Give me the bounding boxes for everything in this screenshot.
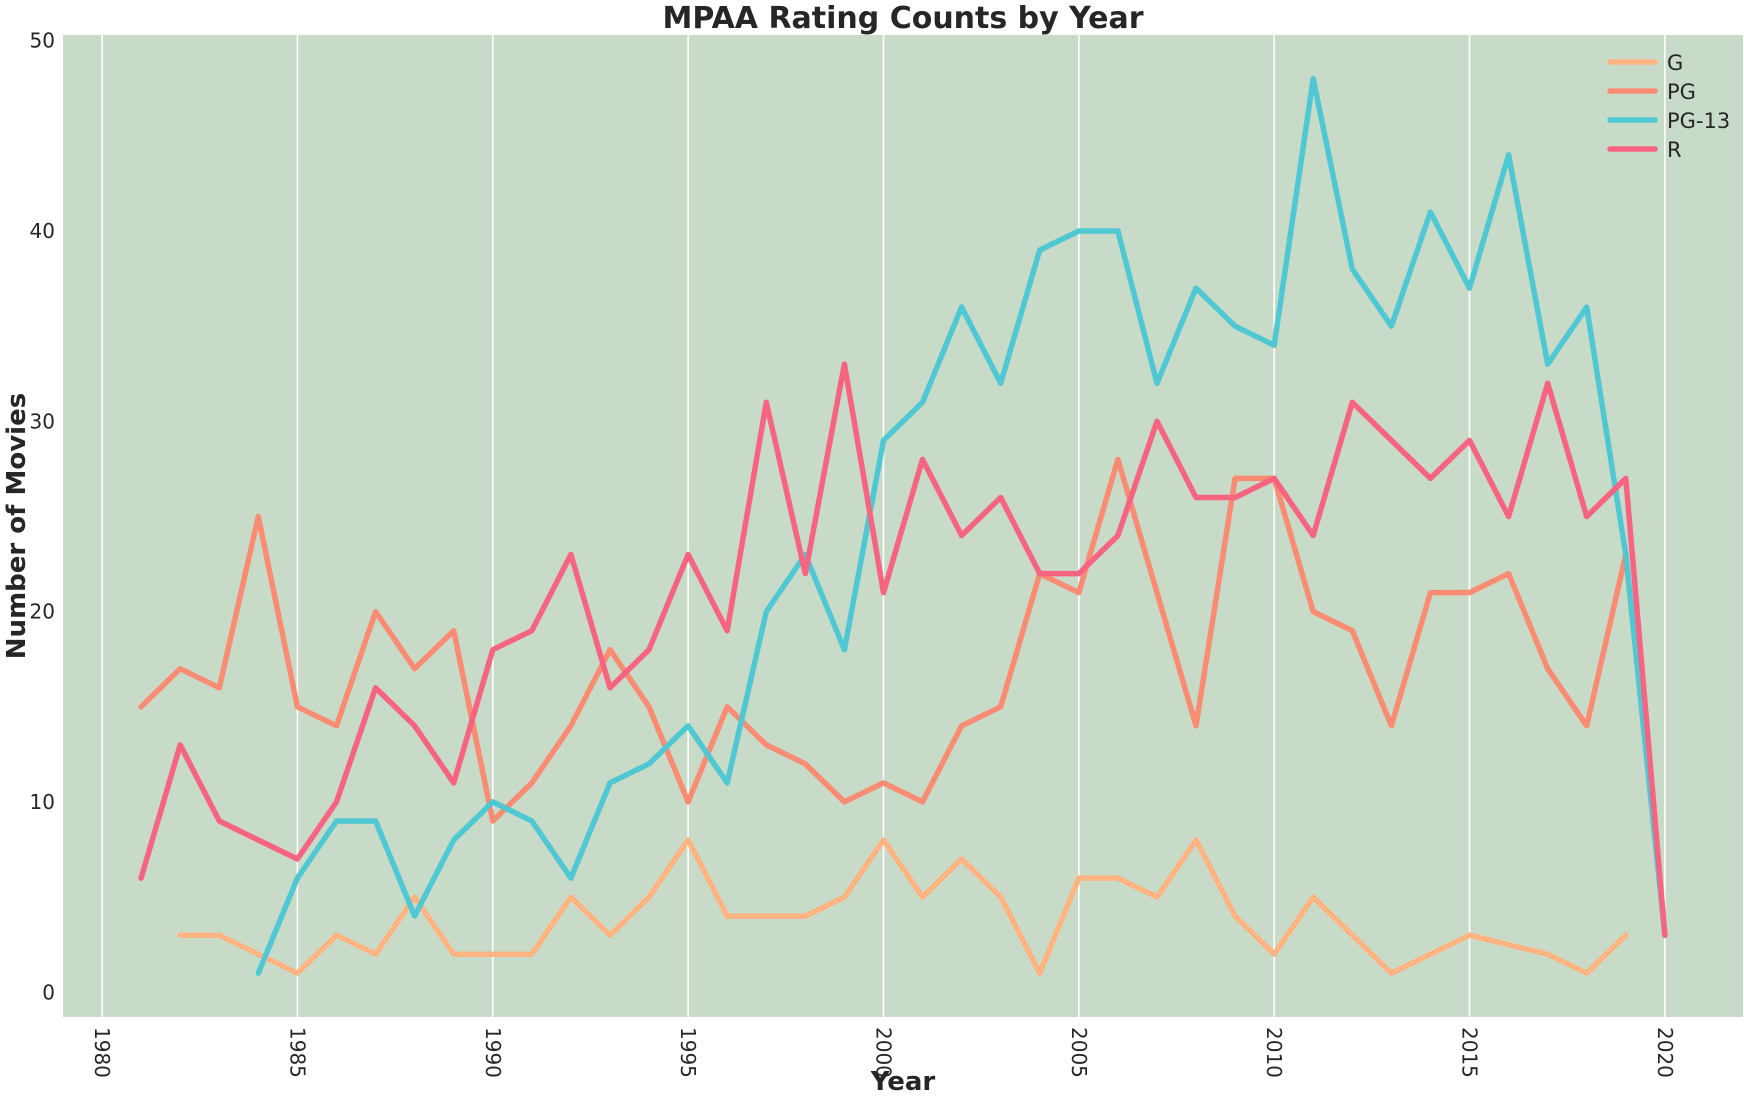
series-line-pg-13 [255, 76, 1668, 976]
y-tick-label-10: 10 [30, 790, 55, 814]
y-tick-label-0: 0 [42, 980, 55, 1004]
x-tick-label-1990: 1990 [481, 1027, 505, 1078]
series-line-pg [138, 456, 1668, 938]
y-tick-label-20: 20 [30, 600, 55, 624]
y-tick-label-40: 40 [30, 219, 55, 243]
x-tick-label-1980: 1980 [90, 1027, 114, 1078]
series-lines [138, 76, 1668, 976]
x-tick-label-2000: 2000 [871, 1027, 895, 1078]
series-line-r [138, 361, 1668, 938]
chart-title: MPAA Rating Counts by Year [662, 1, 1143, 36]
y-axis-ticks: 0 10 20 30 40 50 [30, 29, 55, 1005]
x-tick-label-2010: 2010 [1262, 1027, 1286, 1078]
legend-label-g: G [1667, 51, 1683, 75]
x-tick-label-1985: 1985 [285, 1027, 309, 1078]
y-tick-label-50: 50 [30, 29, 55, 53]
y-axis-label: Number of Movies [2, 393, 32, 659]
x-tick-label-2015: 2015 [1458, 1027, 1482, 1078]
x-axis-label: Year [870, 1067, 936, 1097]
x-tick-label-2020: 2020 [1653, 1027, 1677, 1078]
grid-lines [101, 35, 1666, 1017]
legend: G PG PG-13 R [1607, 51, 1730, 162]
legend-label-pg: PG [1667, 80, 1696, 104]
y-tick-label-30: 30 [30, 409, 55, 433]
legend-label-r: R [1667, 138, 1682, 162]
x-tick-label-2005: 2005 [1067, 1027, 1091, 1078]
legend-label-pg-13: PG-13 [1667, 109, 1730, 133]
x-axis-ticks: 1980 1985 1990 1995 2000 2005 2010 2015 2020 [90, 1027, 1677, 1078]
x-tick-label-1995: 1995 [676, 1027, 700, 1078]
